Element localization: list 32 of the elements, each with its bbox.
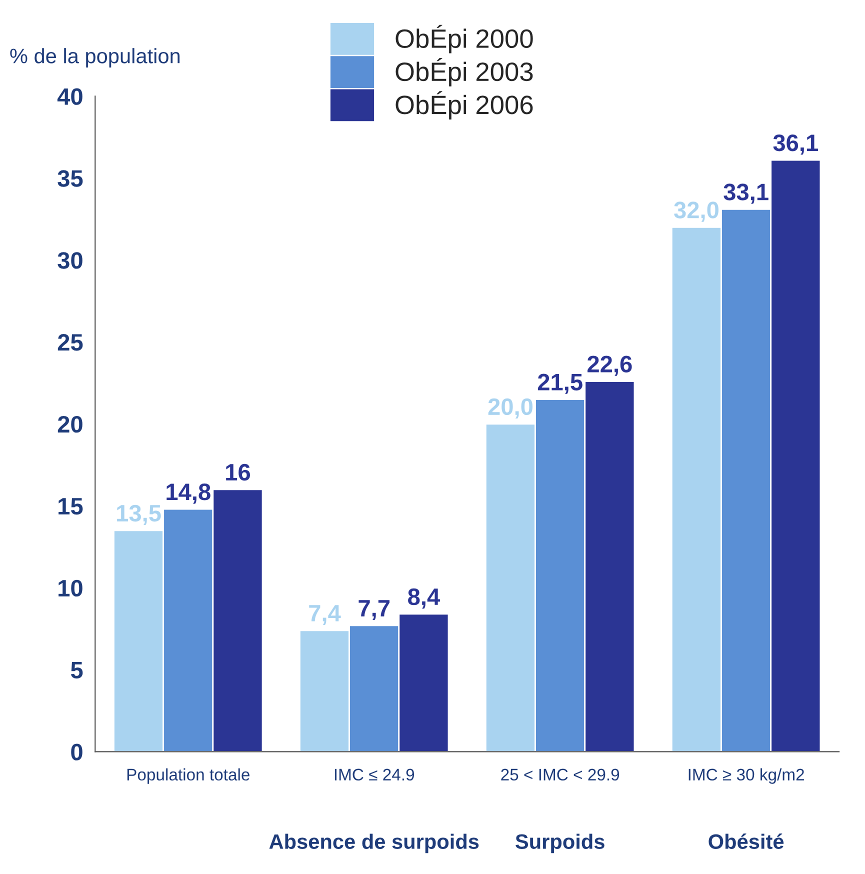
data-label: 21,5 [538,374,582,394]
legend-label: ObÉpi 2000 [396,24,533,54]
y-tick-label: 15 [58,498,83,515]
data-label: 16 [226,464,250,481]
y-tick-label: 40 [57,88,82,105]
legend-label: ObÉpi 2003 [396,58,533,86]
y-tick-label: 30 [58,252,82,269]
data-label: 7,4 [309,605,341,625]
y-tick-label: 0 [71,744,82,760]
text: Surpoids [516,834,604,854]
y-tick-label: 25 [58,334,83,351]
data-label: 36,1 [773,134,818,155]
data-label: 22,6 [588,356,632,376]
text: Obésité [708,834,784,849]
x-tick-label: IMC ≥ 30 kg/m2 [688,768,804,784]
y-tick-label: 35 [58,170,83,187]
y-tick-label: 10 [58,580,82,597]
legend-label: ObÉpi 2006 [396,91,533,120]
data-label: 20,0 [488,398,533,418]
y-tick-label: 5 [70,662,83,678]
x-tick-label: Population totale [127,768,250,784]
text: Absence de surpoids [269,834,479,854]
data-label: 14,8 [166,484,210,504]
data-label: 8,4 [408,588,440,609]
y-tick-label: 20 [58,416,82,433]
data-label: 32,0 [674,202,718,222]
data-label: 13,5 [117,504,161,525]
x-tick-label: IMC ≤ 24.9 [334,768,414,781]
data-label: 33,1 [724,184,768,204]
data-label: 7,7 [358,600,390,620]
y-axis-title: % de la population [10,48,180,68]
x-tick-label: 25 < IMC < 29.9 [501,768,620,781]
